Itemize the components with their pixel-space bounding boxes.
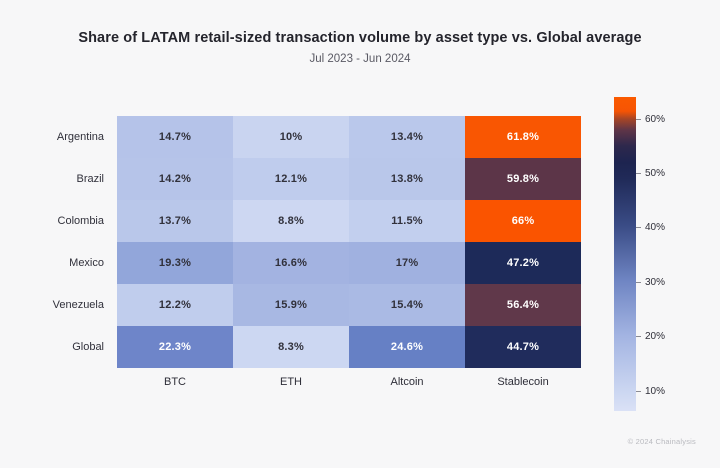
heatmap-cell: 8.3% — [233, 326, 349, 368]
heatmap-cell: 11.5% — [349, 200, 465, 242]
heatmap-cell: 56.4% — [465, 284, 581, 326]
heatmap-cell: 19.3% — [117, 242, 233, 284]
row-label-colombia: Colombia — [57, 215, 104, 227]
heatmap-cell: 44.7% — [465, 326, 581, 368]
heatmap-cell: 8.8% — [233, 200, 349, 242]
row-label-mexico: Mexico — [69, 257, 104, 269]
x-axis-column-labels: BTC ETH Altcoin Stablecoin — [117, 376, 581, 388]
heatmap-cell: 16.6% — [233, 242, 349, 284]
heatmap-cell: 24.6% — [349, 326, 465, 368]
tick-dash — [636, 336, 641, 338]
colorbar-tick: 10% — [636, 385, 665, 397]
colorbar-tick-label: 40% — [645, 222, 666, 234]
colorbar-tick-label: 10% — [645, 385, 666, 397]
heatmap-cell: 59.8% — [465, 158, 581, 200]
col-label-eth: ETH — [280, 376, 302, 388]
heatmap-cell: 15.9% — [233, 284, 349, 326]
heatmap-cell: 10% — [233, 116, 349, 158]
heatmap-cell: 15.4% — [349, 284, 465, 326]
colorbar-tick-label: 50% — [645, 167, 666, 179]
colorbar-tick: 40% — [636, 222, 665, 234]
col-label-altcoin: Altcoin — [390, 376, 424, 388]
heatmap-cell: 61.8% — [465, 116, 581, 158]
colorbar-tick: 50% — [636, 167, 665, 179]
col-label-stablecoin: Stablecoin — [497, 376, 549, 388]
colorbar-tick: 60% — [636, 113, 665, 125]
heatmap-cell: 22.3% — [117, 326, 233, 368]
tick-dash — [636, 281, 641, 283]
row-label-global: Global — [72, 341, 104, 353]
row-label-argentina: Argentina — [56, 131, 104, 143]
heatmap-cell: 13.7% — [117, 200, 233, 242]
heatmap-cell: 12.1% — [233, 158, 349, 200]
heatmap-grid: 14.7% 10% 13.4% 61.8% 14.2% 12.1% 13.8% 59.8% 13… — [117, 116, 581, 368]
y-axis-row-labels: Argentina Brazil Colombia Mexico Venezuela Gl… — [0, 116, 104, 368]
colorbar-tick-label: 60% — [645, 113, 666, 125]
heatmap-cell: 13.8% — [349, 158, 465, 200]
heatmap-cell: 66% — [465, 200, 581, 242]
heatmap-cell: 14.2% — [117, 158, 233, 200]
heatmap-cell: 13.4% — [349, 116, 465, 158]
colorbar-tick-label: 30% — [645, 276, 666, 288]
heatmap-cell: 14.7% — [117, 116, 233, 158]
colorbar-tick: 30% — [636, 276, 665, 288]
row-label-venezuela: Venezuela — [52, 299, 104, 311]
col-label-btc: BTC — [164, 376, 186, 388]
heatmap-cell: 17% — [349, 242, 465, 284]
chart-subtitle: Jul 2023 - Jun 2024 — [309, 53, 411, 65]
colorbar-tick: 20% — [636, 331, 665, 343]
heatmap-cell: 12.2% — [117, 284, 233, 326]
colorbar-gradient — [614, 97, 636, 411]
colorbar-ticks: 60% 50% 40% 30% 20% 10% — [636, 97, 696, 411]
tick-dash — [636, 227, 641, 229]
chart-title: Share of LATAM retail-sized transaction … — [78, 30, 642, 46]
heatmap-cell: 47.2% — [465, 242, 581, 284]
tick-dash — [636, 172, 641, 174]
colorbar-tick-label: 20% — [645, 331, 666, 343]
tick-dash — [636, 390, 641, 392]
row-label-brazil: Brazil — [76, 173, 104, 185]
attribution-text: © 2024 Chainalysis — [627, 437, 696, 446]
tick-dash — [636, 118, 641, 120]
